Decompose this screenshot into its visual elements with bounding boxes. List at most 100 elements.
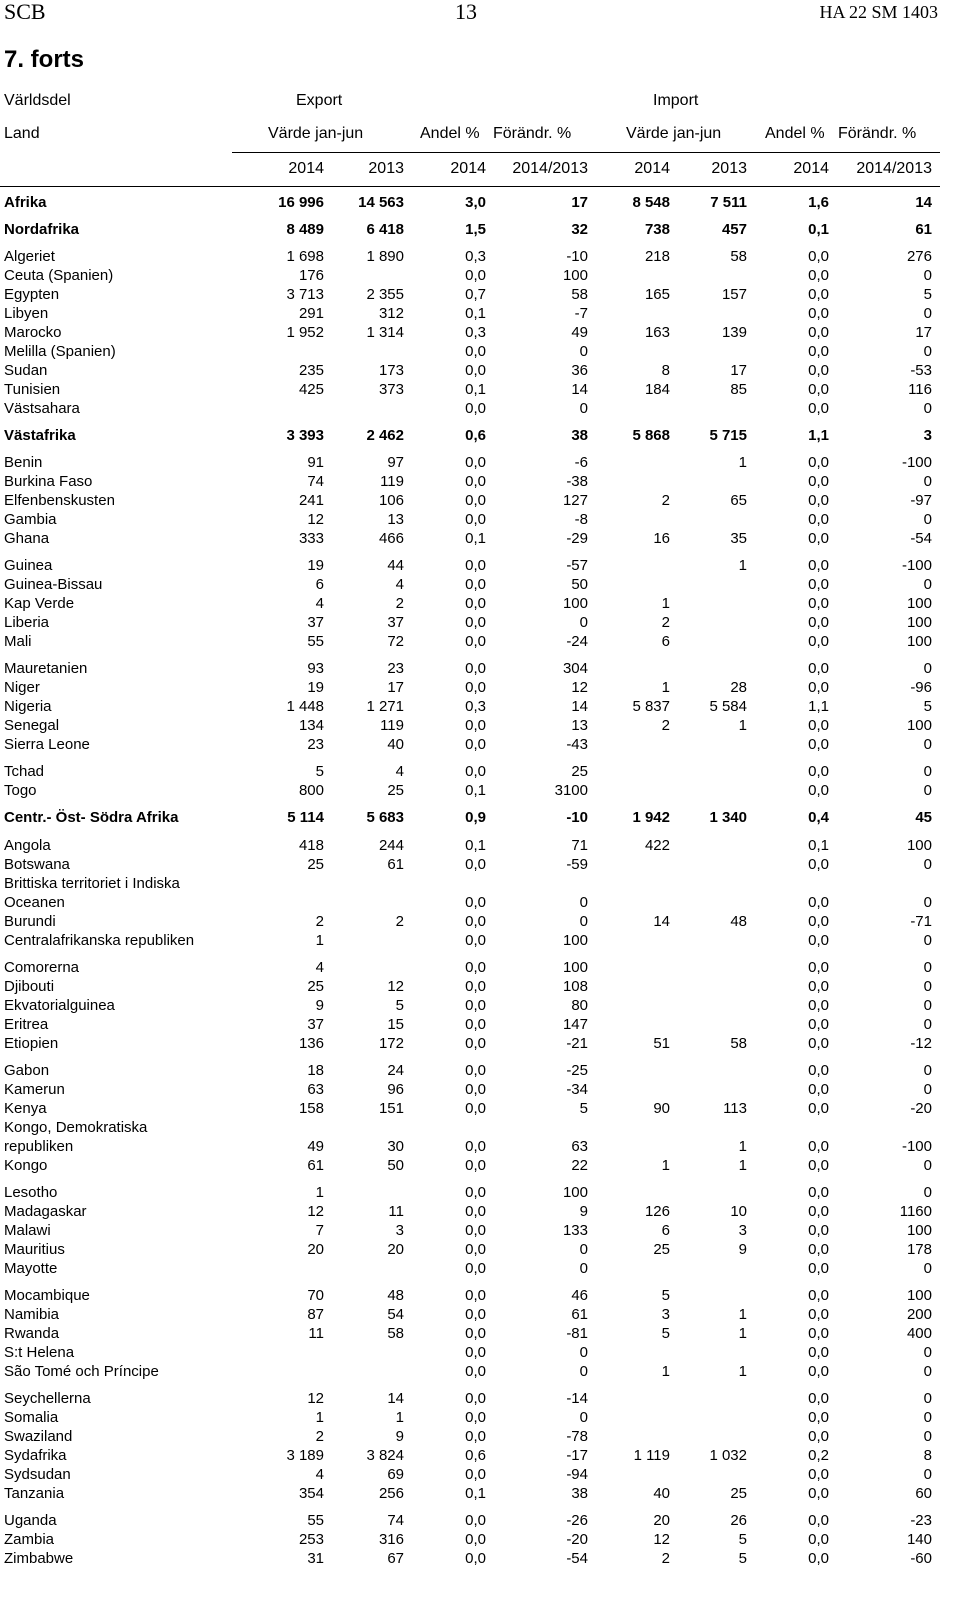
cell-export-change: -7: [574, 305, 588, 322]
cell-import-change: 0: [923, 1428, 932, 1445]
cell-import-value-2013: 5: [738, 1531, 747, 1548]
cell-export-change: -8: [574, 511, 588, 528]
cell-import-share-2014: 1,6: [808, 194, 829, 211]
country-name: Sydsudan: [4, 1466, 71, 1483]
cell-export-value-2013: 3 824: [366, 1447, 404, 1464]
cell-export-change: 38: [571, 1485, 588, 1502]
cell-import-value-2014: 738: [644, 221, 670, 238]
table-row: Malawi 7 3 0,0 133 6 3 0,0 100: [0, 1221, 960, 1240]
cell-import-change: 100: [906, 1222, 932, 1239]
table-row: Comorerna 4 0,0 100 0,0 0: [0, 958, 960, 977]
cell-import-value-2013: 1 032: [709, 1447, 747, 1464]
cell-import-change: -60: [910, 1550, 932, 1567]
cell-export-share-2014: 0,0: [465, 1100, 486, 1117]
cell-export-change: 12: [571, 679, 588, 696]
cell-export-share-2014: 0,0: [465, 1184, 486, 1201]
table-row: Gabon 18 24 0,0 -25 0,0 0: [0, 1061, 960, 1080]
cell-export-change: 0: [579, 343, 588, 360]
cell-import-share-2014: 0,0: [808, 1390, 829, 1407]
cell-import-change: 100: [906, 837, 932, 854]
cell-export-change: 100: [562, 932, 588, 949]
table-row: Ghana 333 466 0,1 -29 16 35 0,0 -54: [0, 529, 960, 548]
cell-import-change: 1160: [899, 1203, 932, 1220]
cell-import-value-2013: 48: [730, 913, 747, 930]
cell-import-share-2014: 0,0: [808, 324, 829, 341]
country-name: Madagaskar: [4, 1203, 87, 1220]
cell-import-value-2013: 1: [738, 1325, 747, 1342]
cell-export-change: 304: [562, 660, 588, 677]
header-export-value: Värde jan-jun: [268, 125, 364, 142]
table-row: Mauritius 20 20 0,0 0 25 9 0,0 178: [0, 1240, 960, 1259]
cell-export-change: -78: [566, 1428, 588, 1445]
cell-export-change: -24: [566, 633, 588, 650]
country-name: Burundi: [4, 913, 56, 930]
cell-import-value-2014: 422: [644, 837, 670, 854]
cell-import-share-2014: 0,0: [808, 614, 829, 631]
cell-import-share-2014: 0,0: [808, 511, 829, 528]
cell-import-value-2014: 20: [653, 1512, 670, 1529]
cell-import-value-2014: 1: [661, 1157, 670, 1174]
cell-import-share-2014: 0,2: [808, 1447, 829, 1464]
cell-export-value-2014: 176: [298, 267, 324, 284]
cell-import-share-2014: 1,1: [808, 427, 829, 444]
cell-export-change: 108: [562, 978, 588, 995]
cell-import-change: 0: [923, 1016, 932, 1033]
table-row: Nigeria 1 448 1 271 0,3 14 5 837 5 584 1,1 5: [0, 697, 960, 716]
cell-export-change: 14: [571, 381, 588, 398]
table-row: Algeriet 1 698 1 890 0,3 -10 218 58 0,0 276: [0, 247, 960, 266]
cell-export-share-2014: 0,0: [465, 400, 486, 417]
cell-export-change: -17: [566, 1447, 588, 1464]
cell-export-value-2014: 253: [298, 1531, 324, 1548]
cell-export-value-2014: 87: [307, 1306, 324, 1323]
cell-import-change: 0: [923, 1157, 932, 1174]
country-name: Eritrea: [4, 1016, 49, 1033]
cell-export-value-2014: 136: [298, 1035, 324, 1052]
header-import: Import: [653, 92, 699, 109]
cell-export-value-2013: 58: [387, 1325, 404, 1342]
cell-import-share-2014: 0,0: [808, 576, 829, 593]
country-name: Zambia: [4, 1531, 55, 1548]
cell-import-value-2014: 51: [653, 1035, 670, 1052]
cell-export-change: 46: [571, 1287, 588, 1304]
cell-import-value-2014: 2: [661, 717, 670, 734]
cell-export-share-2014: 0,0: [465, 267, 486, 284]
cell-import-share-2014: 0,0: [808, 1287, 829, 1304]
cell-import-value-2013: 1: [738, 557, 747, 574]
cell-export-share-2014: 0,0: [465, 614, 486, 631]
table-row: Sierra Leone 23 40 0,0 -43 0,0 0: [0, 735, 960, 754]
cell-export-change: -10: [566, 809, 588, 826]
cell-export-change: 0: [579, 1409, 588, 1426]
cell-import-share-2014: 0,0: [808, 763, 829, 780]
cell-import-share-2014: 0,0: [808, 1363, 829, 1380]
cell-export-value-2014: 55: [307, 633, 324, 650]
cell-import-value-2014: 8 548: [632, 194, 670, 211]
table-row: Burundi 2 2 0,0 0 14 48 0,0 -71: [0, 912, 960, 931]
cell-export-share-2014: 0,0: [465, 576, 486, 593]
table-row: Rwanda 11 58 0,0 -81 5 1 0,0 400: [0, 1324, 960, 1343]
country-name: Liberia: [4, 614, 50, 631]
cell-export-change: 49: [571, 324, 588, 341]
cell-import-share-2014: 0,0: [808, 1409, 829, 1426]
cell-export-change: 133: [562, 1222, 588, 1239]
cell-import-share-2014: 0,0: [808, 660, 829, 677]
country-name: Tunisien: [4, 381, 61, 398]
cell-export-value-2014: 5 114: [287, 809, 324, 826]
table-row: São Tomé och Príncipe 0,0 0 1 1 0,0 0: [0, 1362, 960, 1381]
report-code: HA 22 SM 1403: [819, 2, 938, 22]
cell-import-value-2013: 1: [738, 1306, 747, 1323]
cell-export-change: 71: [571, 837, 588, 854]
country-name: Botswana: [4, 856, 70, 873]
cell-import-value-2014: 5: [661, 1287, 670, 1304]
cell-import-value-2013: 1: [738, 454, 747, 471]
cell-export-change: 0: [579, 1241, 588, 1258]
table-row: Västsahara 0,0 0 0,0 0: [0, 399, 960, 418]
cell-import-change: 8: [923, 1447, 932, 1464]
cell-export-change: 0: [579, 894, 588, 911]
cell-import-share-2014: 0,0: [808, 1344, 829, 1361]
table-row: Djibouti 25 12 0,0 108 0,0 0: [0, 977, 960, 996]
country-name: Mali: [4, 633, 32, 650]
cell-import-change: -20: [910, 1100, 932, 1117]
table-row: republiken 49 30 0,0 63 1 0,0 -100: [0, 1137, 960, 1156]
cell-export-share-2014: 0,0: [465, 856, 486, 873]
cell-export-share-2014: 0,0: [465, 1081, 486, 1098]
